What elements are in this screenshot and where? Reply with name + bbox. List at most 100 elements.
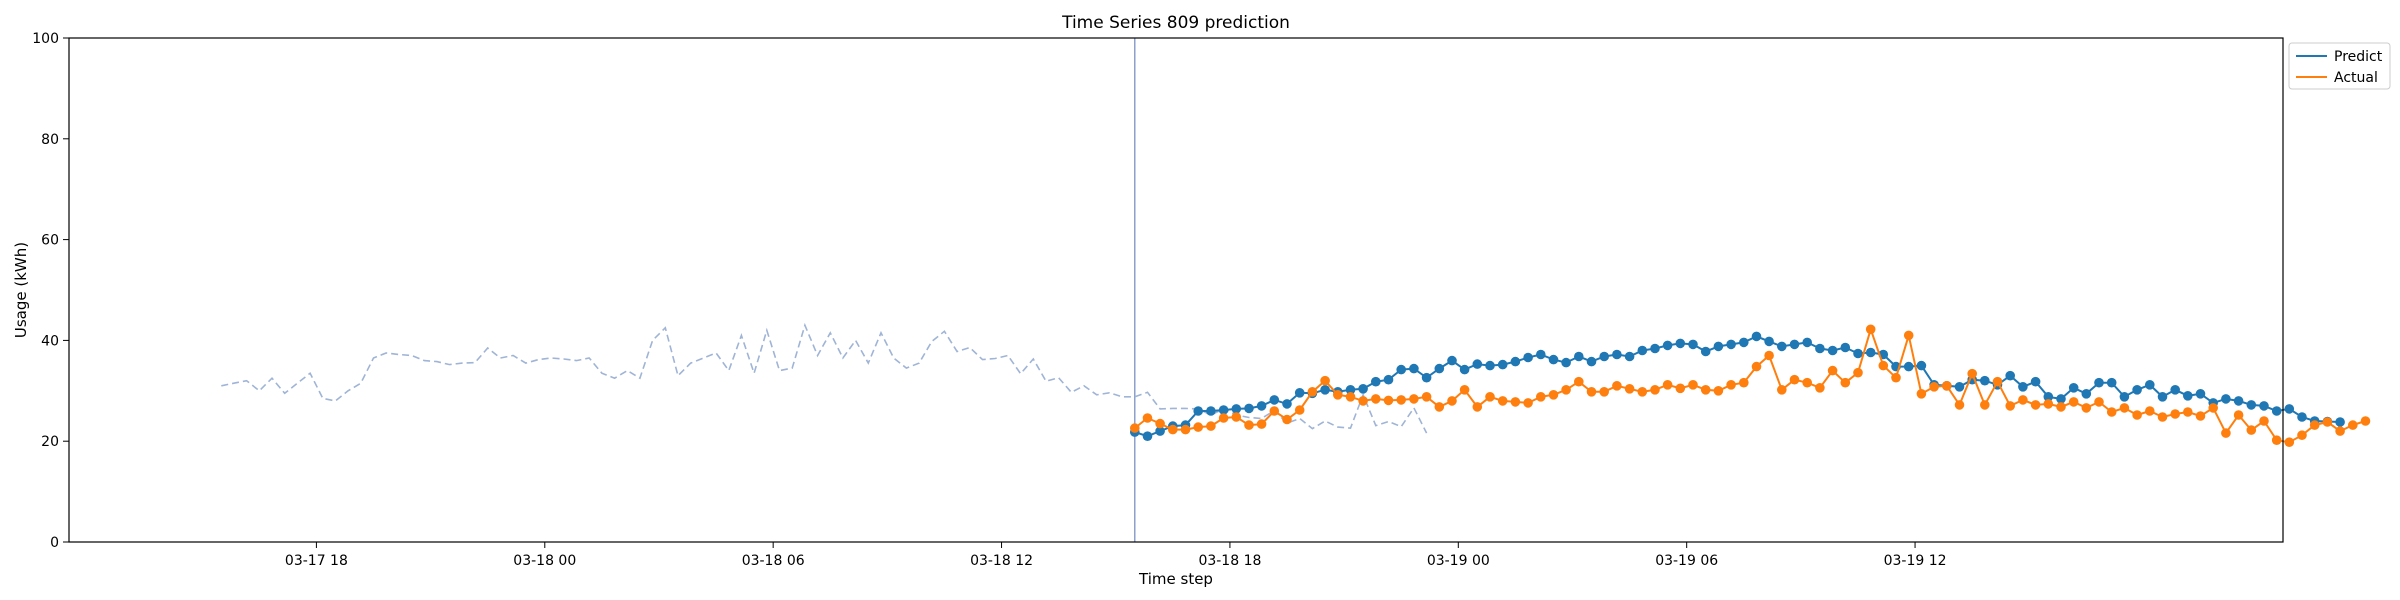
actual-point	[1853, 367, 1863, 378]
predict-point	[1155, 426, 1165, 436]
predict-point	[1282, 399, 1292, 409]
predict-point	[1662, 340, 1673, 351]
predict-point	[1256, 401, 1267, 411]
predict-point	[1688, 339, 1698, 350]
plot-frame	[68, 37, 2284, 543]
predict-point	[2030, 376, 2041, 387]
y-tick-label: 60	[41, 233, 59, 249]
actual-point	[1294, 405, 1305, 415]
actual-point	[1447, 396, 1457, 406]
predict-point	[1409, 363, 1419, 374]
predict-point	[1726, 339, 1736, 350]
actual-point	[1256, 419, 1267, 429]
predict-point	[1497, 359, 1508, 370]
actual-point	[2348, 420, 2358, 430]
predict-point	[1206, 406, 1216, 416]
actual-point	[2043, 399, 2054, 409]
predict-point	[1903, 361, 1914, 372]
predict-point	[1396, 364, 1406, 375]
actual-point	[2271, 435, 2282, 446]
predict-point	[1586, 356, 1597, 367]
actual-point	[1688, 380, 1698, 390]
actual-point	[1903, 330, 1914, 341]
predict-point	[1193, 406, 1203, 416]
actual-point	[1371, 394, 1381, 404]
actual-point	[2297, 430, 2307, 441]
actual-point	[1358, 396, 1368, 406]
actual-point	[2221, 428, 2231, 438]
predict-point	[2081, 389, 2092, 399]
x-tick-label: 03-17 18	[285, 553, 348, 569]
predict-point	[2043, 392, 2054, 402]
y-tick-label: 0	[50, 535, 59, 551]
actual-point	[1523, 398, 1533, 408]
predict-point	[2335, 417, 2345, 427]
predict-point	[1345, 385, 1356, 395]
actual-point	[2195, 411, 2206, 421]
predict-point	[1320, 385, 1330, 395]
actual-point	[1637, 387, 1648, 397]
actual-point	[1231, 412, 1242, 422]
x-tick-label: 03-18 18	[1198, 553, 1261, 569]
actual-point	[1269, 406, 1280, 416]
actual-point	[1599, 387, 1609, 397]
actual-point	[1409, 394, 1419, 404]
predict-point	[2221, 394, 2231, 404]
actual-point	[1865, 324, 1876, 335]
actual-point	[1612, 381, 1622, 391]
predict-point	[1827, 345, 1838, 356]
actual-point	[1891, 372, 1901, 383]
actual-point	[1193, 422, 1203, 432]
actual-point	[1878, 360, 1889, 371]
predict-point	[2018, 382, 2028, 392]
actual-point	[1827, 365, 1838, 376]
predict-point	[1739, 337, 1749, 348]
actual-point	[1180, 424, 1191, 435]
actual-point	[1345, 392, 1356, 402]
y-tick-label: 100	[32, 31, 59, 47]
actual-point	[1992, 376, 2003, 387]
actual-point	[1942, 381, 1952, 391]
predict-point	[2233, 396, 2244, 406]
actual-point	[1168, 424, 1178, 435]
actual-point	[1739, 377, 1749, 388]
predict-point	[1218, 405, 1229, 415]
actual-point	[1206, 421, 1216, 431]
predict-point	[2170, 385, 2180, 395]
actual-point	[1675, 383, 1686, 394]
legend-actual-label: Actual	[2334, 70, 2378, 86]
actual-point	[1472, 402, 1483, 412]
actual-point	[2068, 397, 2079, 407]
predict-point	[1637, 345, 1648, 356]
legend-predict-label: Predict	[2334, 49, 2383, 65]
actual-point	[2208, 403, 2218, 413]
predict-point	[1751, 331, 1762, 342]
predict-point	[1599, 351, 1609, 362]
actual-point	[1980, 400, 1990, 410]
actual-point	[1548, 390, 1559, 400]
actual-point	[2157, 412, 2168, 422]
predict-point	[1485, 360, 1495, 371]
actual-point	[1396, 395, 1406, 405]
predict-point	[1294, 388, 1305, 398]
predict-point	[1231, 404, 1242, 414]
predict-point	[1675, 338, 1686, 349]
predict-point	[1536, 349, 1546, 360]
predict-point	[1789, 339, 1800, 350]
predict-point	[2068, 383, 2079, 393]
actual-point	[2233, 410, 2244, 420]
predict-point	[1548, 354, 1559, 365]
actual-point	[2132, 410, 2142, 420]
predict-point	[2271, 406, 2282, 416]
y-tick-label: 40	[41, 333, 59, 349]
predict-point	[2106, 377, 2117, 388]
actual-point	[1840, 377, 1851, 388]
actual-point	[1726, 380, 1736, 390]
predict-point	[2246, 400, 2257, 410]
predict-point	[1447, 355, 1457, 366]
actual-point	[2094, 397, 2104, 407]
actual-point	[1383, 395, 1394, 406]
x-tick-label: 03-19 12	[1884, 553, 1947, 569]
predict-point	[2132, 385, 2142, 395]
